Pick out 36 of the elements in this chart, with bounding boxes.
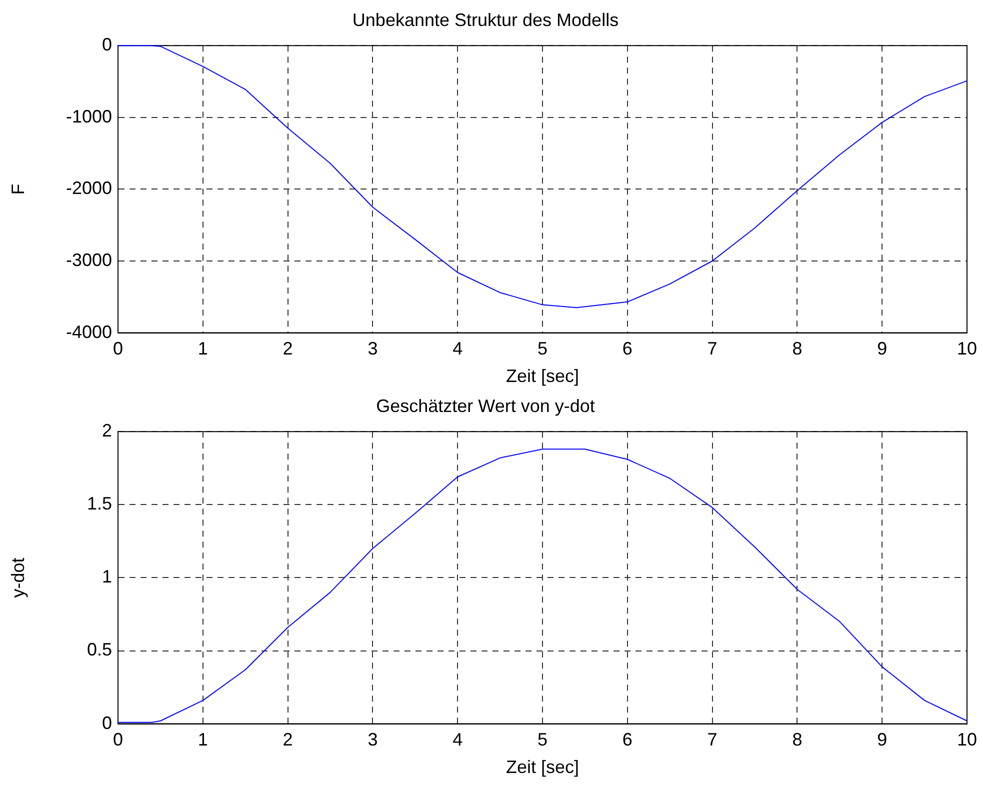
x-tick-label: 10	[956, 338, 978, 359]
x-tick-label: 1	[198, 338, 208, 359]
y-tick-label: 0	[102, 712, 112, 733]
x-axis-title: Zeit [sec]	[506, 366, 580, 386]
x-tick-label: 1	[198, 730, 208, 750]
chart-title: Geschätzter Wert von y-dot	[376, 396, 595, 416]
y-tick-label: 0	[102, 34, 112, 55]
x-tick-label: 2	[282, 730, 293, 750]
x-tick-label: 5	[537, 730, 548, 750]
x-tick-label: 2	[282, 338, 293, 359]
x-tick-label: 6	[622, 730, 632, 750]
y-axis-title: F	[8, 184, 28, 195]
y-tick-label: -4000	[66, 322, 112, 342]
y-tick-label: -1000	[66, 106, 112, 126]
x-tick-label: 4	[452, 730, 463, 750]
y-tick-label: 1	[102, 566, 112, 587]
y-tick-label: -3000	[66, 250, 112, 270]
x-tick-label: 3	[368, 730, 378, 750]
x-tick-label: 8	[792, 338, 802, 359]
y-tick-label: -2000	[66, 178, 112, 198]
x-tick-label: 7	[707, 338, 718, 359]
chart-title: Unbekannte Struktur des Modells	[352, 10, 619, 30]
x-tick-label: 7	[707, 730, 718, 750]
x-tick-label: 9	[877, 338, 888, 359]
x-tick-label: 10	[956, 730, 978, 750]
x-axis-title: Zeit [sec]	[506, 757, 580, 778]
y-tick-label: 1.5	[86, 494, 112, 514]
x-tick-label: 4	[452, 338, 463, 359]
x-tick-label: 9	[877, 730, 888, 750]
x-tick-label: 6	[622, 338, 632, 359]
y-axis-title: y-dot	[8, 558, 28, 598]
x-tick-label: 3	[368, 338, 378, 359]
x-tick-label: 5	[537, 338, 548, 359]
y-tick-label: 0.5	[86, 640, 112, 660]
x-tick-label: 8	[792, 730, 802, 750]
y-tick-label: 2	[102, 420, 112, 441]
